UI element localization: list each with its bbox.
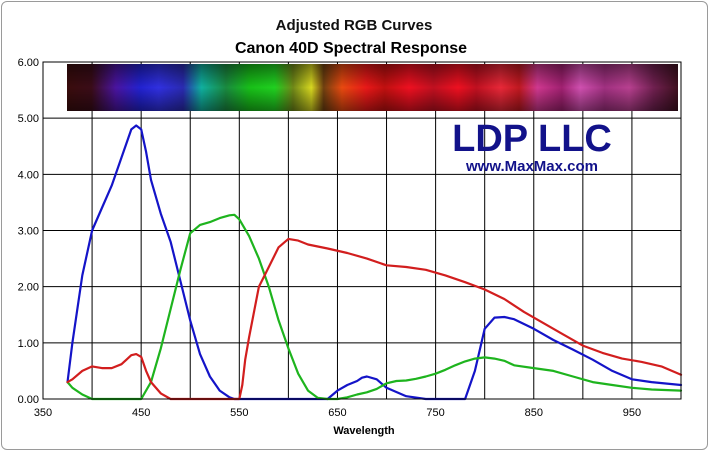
y-tick-label: 5.00	[18, 113, 39, 125]
spectrum-strip	[67, 64, 678, 111]
x-tick-label: 450	[132, 407, 150, 419]
grid-lines	[43, 62, 681, 399]
y-tick-label: 2.00	[18, 282, 39, 294]
y-tick-label: 0.00	[18, 394, 39, 406]
chart-title: Adjusted RGB Curves	[276, 17, 433, 34]
x-tick-label: 350	[34, 407, 52, 419]
y-tick-label: 3.00	[18, 226, 39, 238]
x-tick-label: 950	[623, 407, 641, 419]
x-tick-label: 550	[230, 407, 248, 419]
y-tick-label: 1.00	[18, 338, 39, 350]
x-tick-label: 650	[328, 407, 346, 419]
series-line-2	[66, 237, 683, 401]
plot-area-border	[42, 61, 682, 400]
x-tick-label: 750	[426, 407, 444, 419]
brand-annotation: LDP LLC	[452, 118, 612, 160]
y-tick-label: 4.00	[18, 169, 39, 181]
tick-labels: 350 450 550 650 750 850 950 0.00 1.00 2.00 3.00 4.0…	[18, 57, 642, 419]
url-annotation: www.MaxMax.com	[465, 158, 598, 175]
x-tick-label: 850	[525, 407, 543, 419]
y-tick-label: 6.00	[18, 57, 39, 69]
series-line-1	[66, 213, 683, 401]
x-axis-label: Wavelength	[333, 425, 395, 437]
chart-subtitle: Canon 40D Spectral Response	[235, 40, 467, 57]
